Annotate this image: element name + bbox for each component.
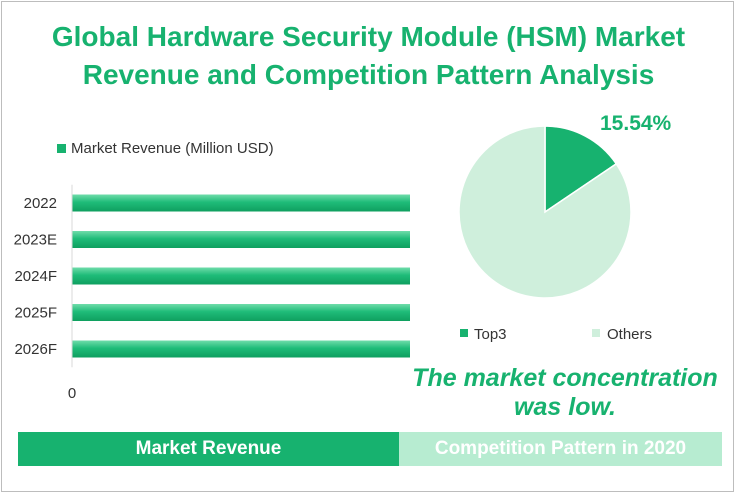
- footer-competition-pattern: Competition Pattern in 2020: [399, 432, 722, 466]
- pie-chart: 15.54% Top3 Others: [458, 112, 672, 343]
- y-tick-label: 2024F: [14, 268, 57, 285]
- pie-legend-label-top3: Top3: [474, 326, 507, 343]
- footer-right-label: Competition Pattern in 2020: [434, 438, 687, 459]
- pie-legend-label-others: Others: [607, 326, 652, 343]
- title-line-1: Global Hardware Security Module (HSM) Ma…: [51, 21, 686, 52]
- pie-slice-others: [458, 125, 632, 299]
- footer-market-revenue: Market Revenue: [18, 432, 399, 466]
- bar: [72, 304, 410, 321]
- conclusion-line-2: was low.: [514, 393, 616, 421]
- y-tick-label: 2026F: [14, 341, 57, 358]
- bar: [72, 340, 410, 358]
- bar-chart: Market Revenue (Million USD) 2022 2023E 20…: [14, 140, 410, 402]
- x-tick-label: 0: [68, 385, 76, 402]
- title-line-2: Revenue and Competition Pattern Analysis: [82, 59, 655, 90]
- bar-legend-label: Market Revenue (Million USD): [71, 140, 274, 157]
- page-title: Global Hardware Security Module (HSM) Ma…: [0, 18, 737, 94]
- pie-legend-swatch-top3: [460, 329, 468, 337]
- pie-legend-swatch-others: [592, 329, 600, 337]
- bar-legend-swatch: [57, 144, 66, 153]
- bar: [72, 194, 410, 212]
- y-tick-label: 2022: [24, 195, 57, 212]
- bar: [72, 231, 410, 248]
- bar: [72, 267, 410, 285]
- bar-legend: Market Revenue (Million USD): [57, 140, 274, 157]
- footer-left-label: Market Revenue: [135, 438, 282, 459]
- conclusion-line-1: The market concentration: [412, 364, 718, 392]
- pie-legend: Top3 Others: [460, 326, 652, 343]
- y-tick-label: 2025F: [14, 305, 57, 322]
- conclusion-text: The market concentration was low.: [390, 364, 737, 422]
- pie-data-label: 15.54%: [600, 112, 672, 135]
- y-tick-label: 2023E: [14, 232, 57, 249]
- pie-slice-top3: [544, 125, 618, 214]
